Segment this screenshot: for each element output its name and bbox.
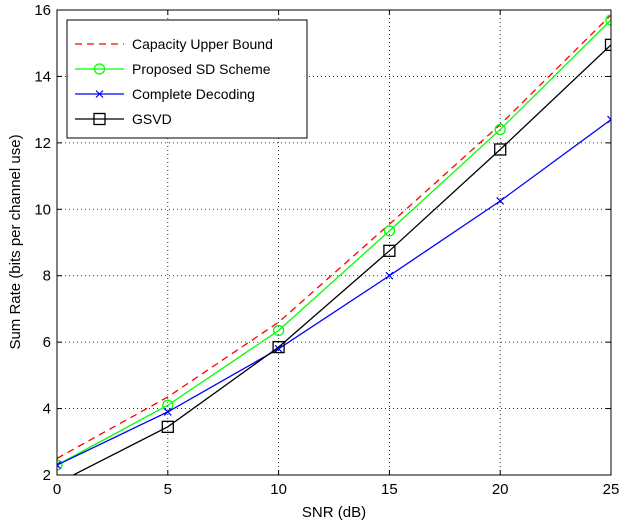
y-tick-label: 12 <box>34 135 51 152</box>
data-point-gsvd <box>161 420 174 433</box>
x-tick-label: 15 <box>381 481 398 498</box>
y-tick-label: 6 <box>43 334 51 351</box>
legend-marker-complete-decoding <box>95 90 104 98</box>
x-tick-label: 0 <box>53 481 61 498</box>
y-tick-label: 16 <box>34 2 51 19</box>
legend-marker-gsvd <box>93 112 106 126</box>
grid <box>57 10 611 475</box>
x-tick-label: 25 <box>603 481 620 498</box>
x-tick-label: 5 <box>164 481 172 498</box>
data-point-gsvd <box>604 38 611 52</box>
data-point-complete-decoding <box>274 344 283 353</box>
tick-layer: 0 5 10 15 20 25 2 4 6 8 10 12 14 16 <box>34 2 619 498</box>
legend: Capacity Upper Bound Proposed SD Scheme Co… <box>66 19 308 139</box>
data-point-gsvd <box>272 340 285 354</box>
legend-marker-proposed-sd-scheme <box>93 63 106 75</box>
data-point-proposed-sd-scheme <box>57 459 63 471</box>
plot-frame <box>56 9 612 476</box>
data-point-proposed-sd-scheme <box>605 14 611 26</box>
legend-box <box>66 19 308 139</box>
data-point-complete-decoding <box>607 115 611 124</box>
data-point-gsvd <box>494 143 507 156</box>
legend-label-complete-decoding: Complete Decoding <box>132 86 255 102</box>
data-point-complete-decoding <box>163 407 172 416</box>
series-line-proposed-sd-scheme <box>57 19 611 466</box>
y-tick-label: 2 <box>43 467 51 484</box>
data-point-complete-decoding <box>496 197 505 205</box>
legend-label-capacity-upper-bound: Capacity Upper Bound <box>132 36 273 52</box>
data-point-proposed-sd-scheme <box>162 399 174 411</box>
data-point-complete-decoding <box>385 271 394 280</box>
y-tick-label: 4 <box>43 401 51 418</box>
y-tick-label: 8 <box>43 268 51 285</box>
y-tick-label: 14 <box>34 68 51 85</box>
legend-label-proposed-sd-scheme: Proposed SD Scheme <box>132 61 271 77</box>
legend-label-gsvd: GSVD <box>132 111 172 127</box>
series-line-complete-decoding <box>57 119 611 466</box>
series-layer <box>57 14 611 475</box>
data-point-gsvd <box>383 244 396 257</box>
series-line-gsvd <box>71 44 611 475</box>
x-axis-label: SNR (dB) <box>302 504 366 521</box>
data-point-proposed-sd-scheme <box>494 123 506 136</box>
y-axis-label: Sum Rate (bits per channel use) <box>7 134 24 349</box>
data-point-complete-decoding <box>57 461 61 469</box>
y-tick-label: 10 <box>34 201 51 218</box>
data-point-proposed-sd-scheme <box>272 324 285 337</box>
data-point-proposed-sd-scheme <box>383 225 396 237</box>
x-tick-label: 10 <box>270 481 287 498</box>
x-tick-label: 20 <box>492 481 509 498</box>
